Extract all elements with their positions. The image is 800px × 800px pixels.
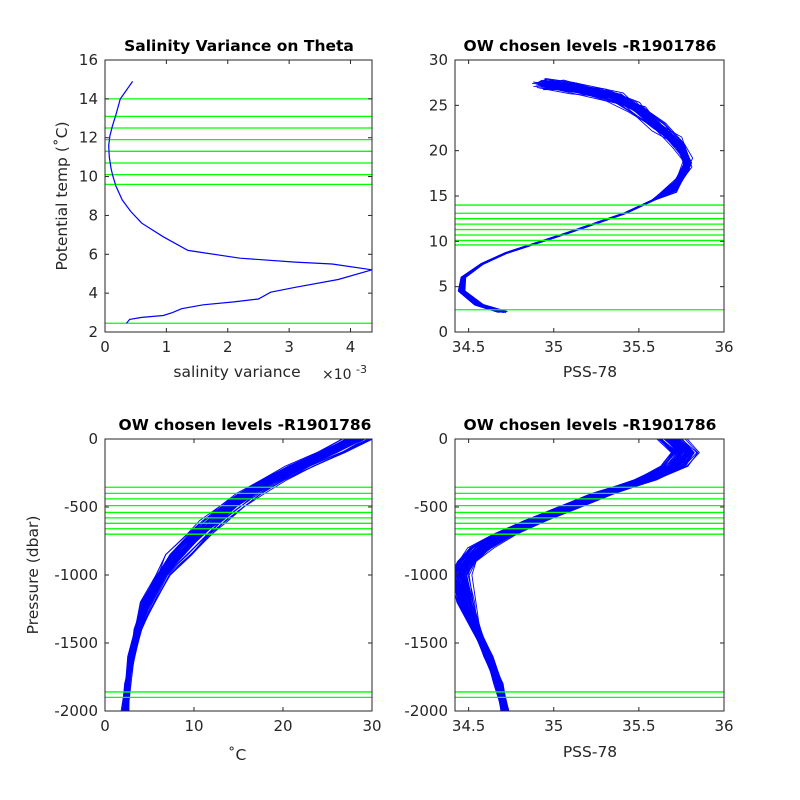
y-tick-label: -1500 — [404, 634, 448, 652]
y-tick-label: 15 — [429, 187, 448, 205]
y-tick-label: 0 — [438, 323, 448, 341]
panel3-title: OW chosen levels -R1901786 — [119, 416, 372, 434]
panel-theta-salinity: 34.5 35 35.5 36 0 5 10 15 20 25 30 — [429, 51, 734, 356]
y-tick-label: 0 — [438, 430, 448, 448]
panel3-xlabel: ˚C — [228, 746, 247, 764]
x-tick-label: 2 — [223, 338, 233, 356]
panel2-xlabel: PSS-78 — [563, 363, 617, 381]
salinity-profile — [468, 439, 699, 711]
panel1-ylabel: Potential temp (˚C) — [53, 122, 71, 271]
salinity-profile — [455, 439, 676, 711]
y-tick-label: 6 — [88, 245, 98, 263]
panel-pressure-temperature: 0 10 20 30 -2000 -1500 -1000 -500 0 — [54, 430, 381, 735]
y-tick-label: 10 — [429, 232, 448, 250]
y-tick-label: 5 — [438, 278, 448, 296]
y-tick-label: -1500 — [54, 634, 98, 652]
x-tick-label: 36 — [714, 717, 733, 735]
variance-line — [108, 81, 373, 324]
x-tick-label: 10 — [184, 717, 203, 735]
panel1-x-exponent-base: ×10 — [322, 367, 352, 383]
x-tick-label: 0 — [100, 717, 110, 735]
panel4-title: OW chosen levels -R1901786 — [464, 416, 717, 434]
y-tick-label: -1000 — [54, 566, 98, 584]
x-tick-label: 35.5 — [622, 717, 655, 735]
x-tick-label: 3 — [284, 338, 294, 356]
x-tick-label: 30 — [362, 717, 381, 735]
panel1-x-exponent: ×10 -3 — [322, 363, 367, 383]
x-tick-label: 34.5 — [452, 338, 485, 356]
panel1-xlabel: salinity variance — [173, 363, 300, 381]
x-tick-label: 0 — [100, 338, 110, 356]
x-tick-label: 36 — [714, 338, 733, 356]
x-tick-label: 20 — [273, 717, 292, 735]
x-tick-label: 1 — [162, 338, 172, 356]
salinity-profile — [458, 439, 680, 711]
x-tick-label: 35 — [544, 338, 563, 356]
panel1-title: Salinity Variance on Theta — [124, 37, 354, 55]
salinity-profile — [459, 439, 682, 711]
panel-pressure-salinity: 34.5 35 35.5 36 -2000 -1500 -1000 -500 0 — [404, 430, 733, 735]
salinity-profile — [460, 439, 686, 711]
y-tick-label: -2000 — [54, 702, 98, 720]
x-tick-label: 4 — [346, 338, 356, 356]
y-tick-label: 12 — [79, 129, 98, 147]
x-tick-label: 35.5 — [622, 338, 655, 356]
y-tick-label: 2 — [88, 323, 98, 341]
y-tick-label: 20 — [429, 142, 448, 160]
y-tick-label: 30 — [429, 51, 448, 69]
panel1-x-exponent-power: -3 — [356, 363, 367, 376]
plot-frame — [104, 59, 373, 333]
panel2-title: OW chosen levels -R1901786 — [464, 37, 717, 55]
x-tick-label: 35 — [544, 717, 563, 735]
y-tick-label: 10 — [79, 168, 98, 186]
y-tick-label: -1000 — [404, 566, 448, 584]
y-tick-label: 0 — [88, 430, 98, 448]
y-tick-label: 14 — [79, 90, 98, 108]
y-tick-label: -500 — [64, 498, 98, 516]
y-tick-label: 4 — [88, 284, 98, 302]
panel3-ylabel: Pressure (dbar) — [24, 516, 42, 635]
y-tick-label: 16 — [79, 51, 98, 69]
profile-lines — [455, 439, 700, 711]
y-tick-label: 8 — [88, 206, 98, 224]
y-tick-label: -500 — [414, 498, 448, 516]
y-tick-label: 25 — [429, 96, 448, 114]
x-tick-label: 34.5 — [452, 717, 485, 735]
panel4-xlabel: PSS-78 — [563, 743, 617, 761]
y-tick-label: -2000 — [404, 702, 448, 720]
